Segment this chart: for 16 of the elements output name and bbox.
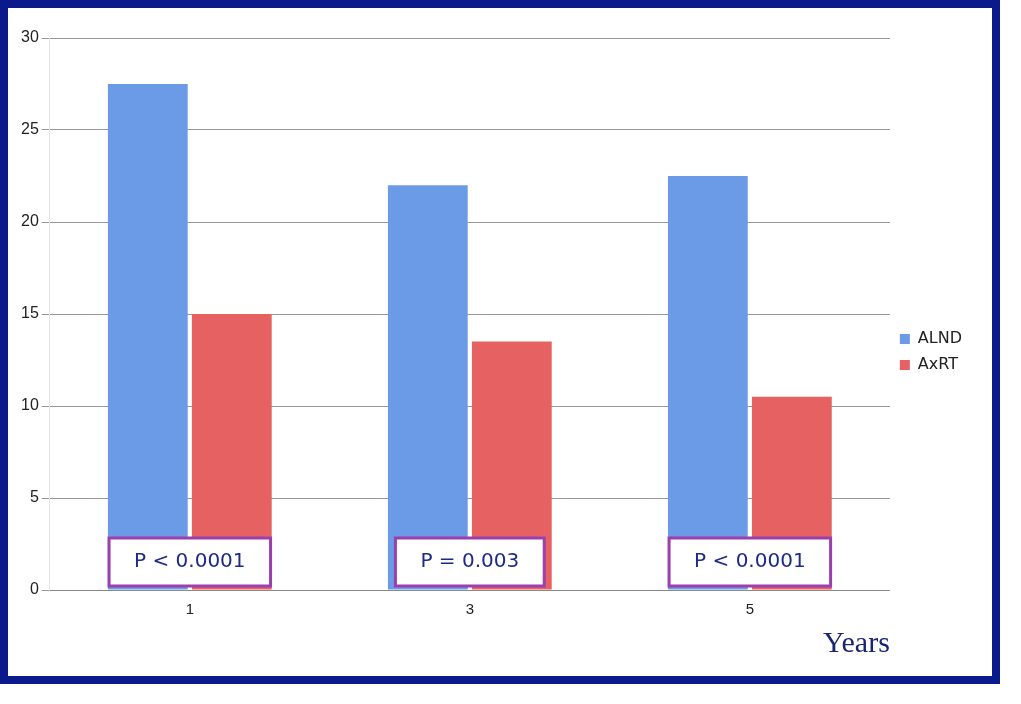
x-axis-title: Years — [822, 624, 890, 658]
annotation: P < 0.0001 — [134, 548, 246, 573]
y-tick-label: 20 — [21, 212, 39, 230]
y-tick-label: 5 — [29, 488, 39, 506]
y-tick-label: 0 — [29, 580, 39, 598]
y-tick-label: 15 — [21, 304, 39, 322]
annotation: P < 0.0001 — [694, 548, 806, 573]
y-tick-label: 10 — [21, 396, 39, 414]
y-tick-label: 25 — [21, 120, 39, 138]
legend-label: AxRT — [917, 354, 959, 374]
y-tick-label: 30 — [21, 28, 39, 46]
x-tick-label: 1 — [185, 600, 194, 618]
x-tick-label: 5 — [745, 600, 755, 618]
x-tick-label: 3 — [465, 600, 474, 618]
annotation: P = 0.003 — [420, 548, 520, 573]
legend-label: ALND — [917, 328, 963, 348]
